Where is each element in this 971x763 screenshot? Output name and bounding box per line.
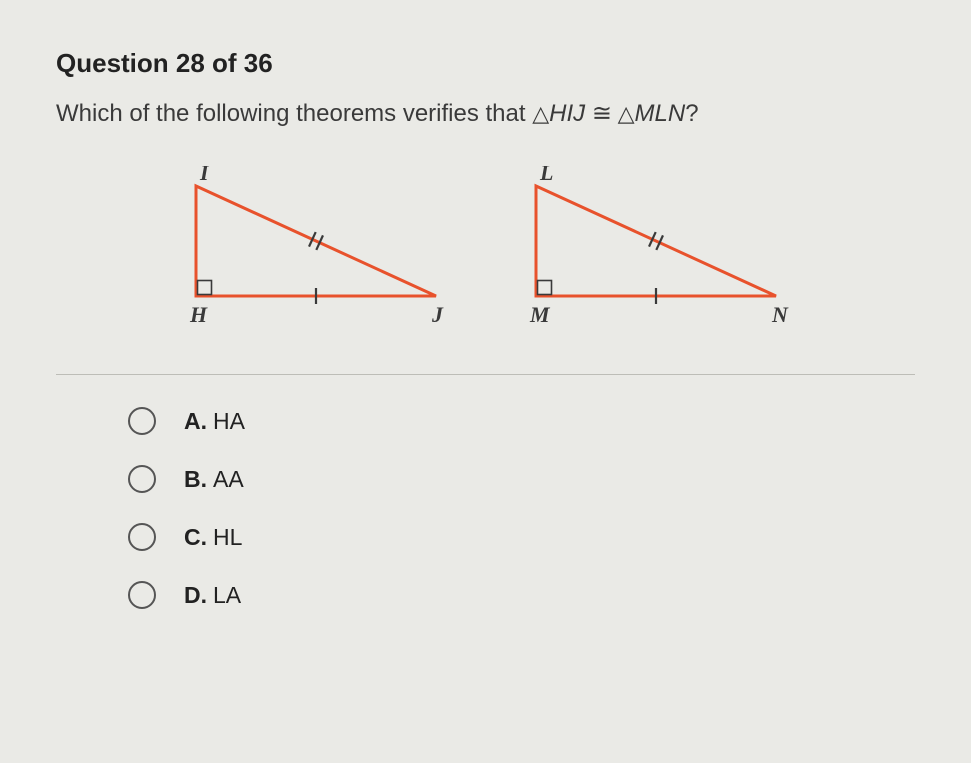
congruent-symbol: ≅	[592, 100, 611, 127]
radio-button[interactable]	[128, 465, 156, 493]
option-letter: C.	[184, 524, 207, 551]
option-row[interactable]: B. AA	[128, 465, 915, 493]
options-list: A. HA B. AA C. HL D. LA	[56, 407, 915, 609]
option-letter: D.	[184, 582, 207, 609]
diagram-row: I H J L M N	[56, 156, 915, 360]
option-text: LA	[213, 582, 241, 609]
svg-text:N: N	[771, 302, 789, 327]
question-counter: Question 28 of 36	[56, 48, 915, 79]
option-row[interactable]: C. HL	[128, 523, 915, 551]
option-row[interactable]: A. HA	[128, 407, 915, 435]
svg-text:J: J	[431, 302, 444, 327]
svg-text:I: I	[199, 166, 210, 185]
triangle-diagram-left: I H J	[166, 166, 466, 336]
triangle-diagram-right: L M N	[506, 166, 806, 336]
option-text: HL	[213, 524, 242, 551]
radio-button[interactable]	[128, 407, 156, 435]
triangle-2-name: MLN	[635, 100, 686, 127]
radio-button[interactable]	[128, 581, 156, 609]
option-row[interactable]: D. LA	[128, 581, 915, 609]
radio-button[interactable]	[128, 523, 156, 551]
svg-text:H: H	[189, 302, 208, 327]
prompt-prefix: Which of the following theorems verifies…	[56, 100, 532, 127]
question-prompt: Which of the following theorems verifies…	[56, 99, 915, 128]
option-text: HA	[213, 408, 245, 435]
triangle-symbol-1: △	[532, 101, 549, 126]
option-letter: A.	[184, 408, 207, 435]
option-text: AA	[213, 466, 244, 493]
svg-text:M: M	[529, 302, 551, 327]
svg-text:L: L	[539, 166, 553, 185]
question-page: Question 28 of 36 Which of the following…	[0, 0, 971, 659]
triangle-symbol-2: △	[618, 101, 635, 126]
prompt-suffix: ?	[685, 100, 698, 127]
triangle-1-name: HIJ	[549, 100, 585, 127]
option-letter: B.	[184, 466, 207, 493]
section-divider	[56, 374, 915, 375]
